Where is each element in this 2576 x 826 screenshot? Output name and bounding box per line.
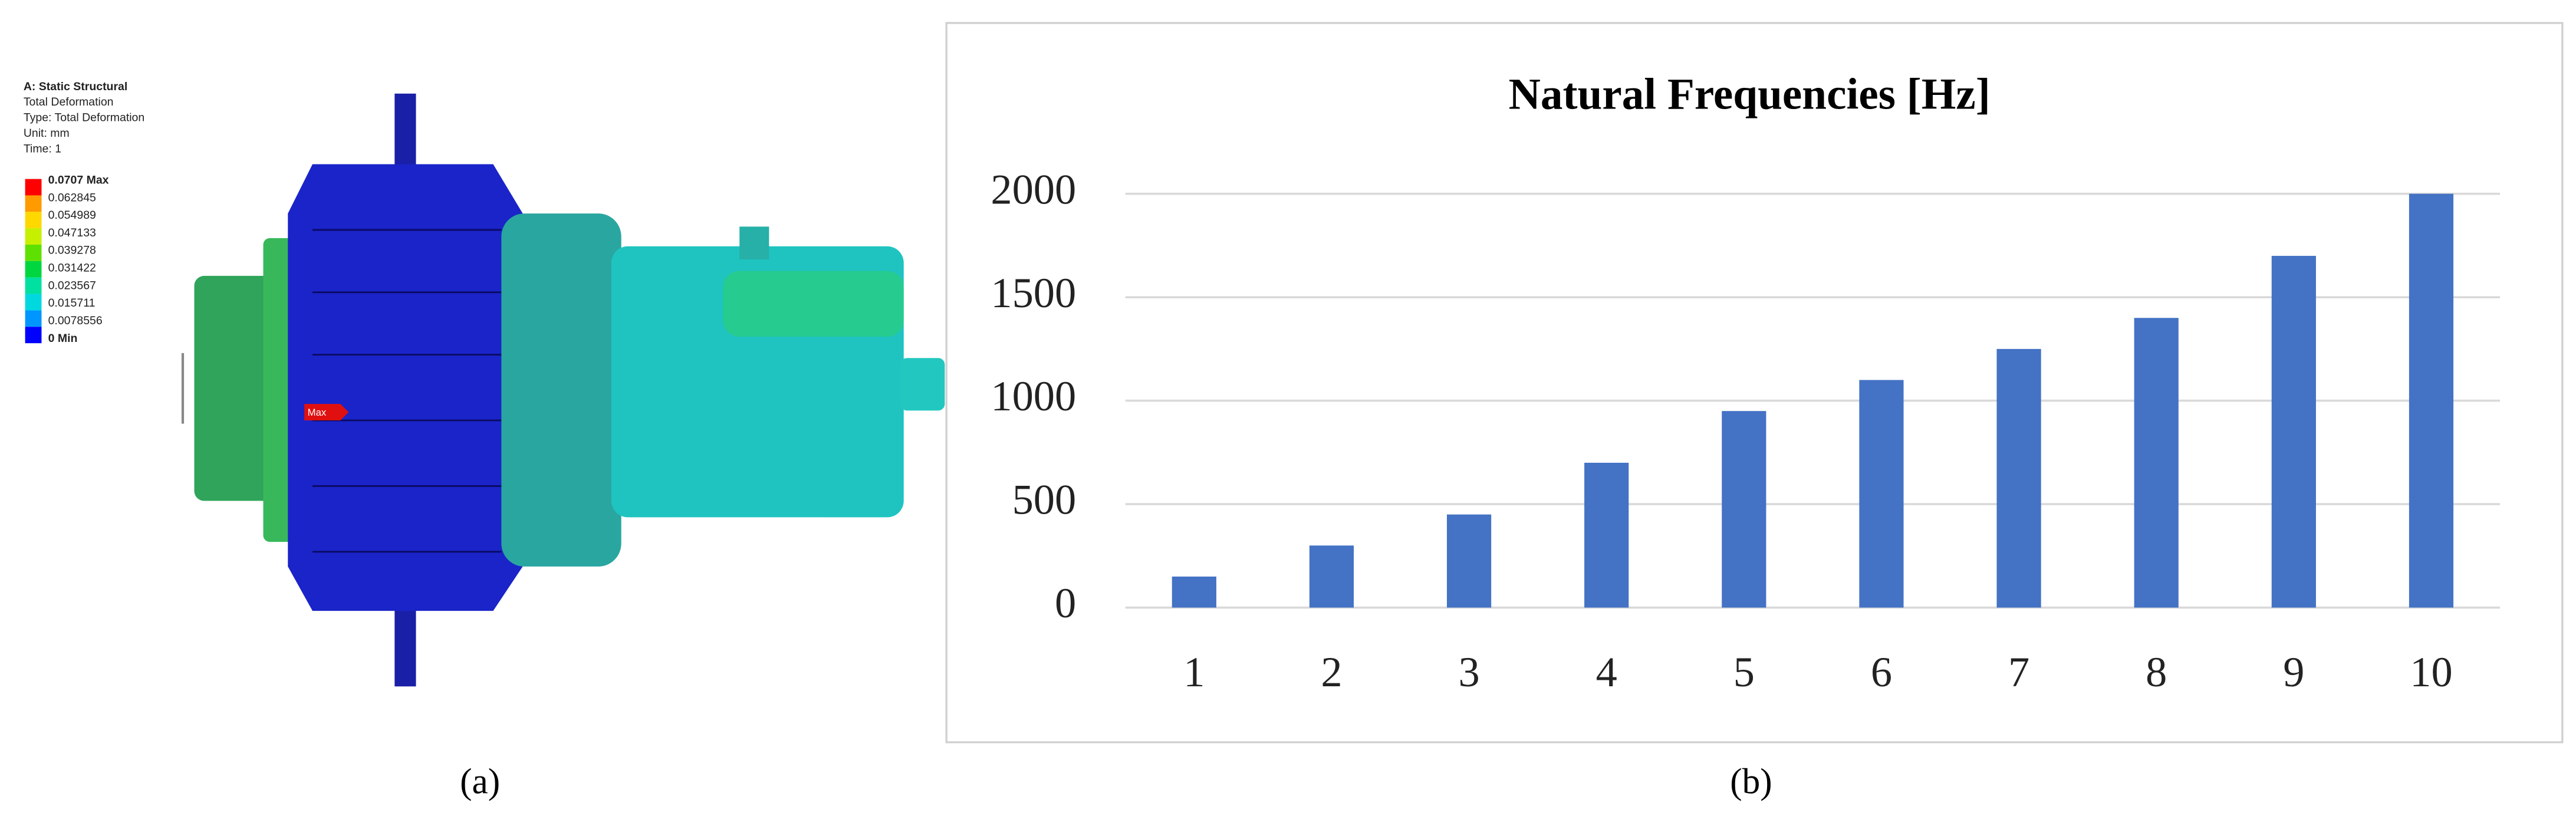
bar [1309,545,1354,608]
y-tick-label: 1000 [991,372,1076,420]
probe-tag [304,404,349,421]
y-tick-label: 2000 [991,165,1076,213]
caption-b: (b) [1730,761,1772,801]
bar [1859,380,1904,608]
x-tick-label: 2 [1321,648,1342,696]
legend-value: 0.0707 Max [48,174,109,187]
x-tick-label: 3 [1458,648,1479,696]
bar [2409,193,2454,608]
result-header: Type: Total Deformation [24,111,144,124]
result-header: Total Deformation [24,96,114,108]
caption-a: (a) [460,761,500,801]
legend-value: 0.039278 [48,244,96,257]
legend-value: 0.054989 [48,209,96,222]
y-tick-label: 0 [1055,579,1076,627]
x-tick-label: 9 [2283,648,2304,696]
bar [2271,255,2316,608]
y-tick-label: 500 [1012,476,1077,524]
result-header: Time: 1 [24,143,61,156]
chart-frame [945,22,2564,743]
result-header: Unit: mm [24,127,70,140]
chart-title: Natural Frequencies [Hz] [1509,70,1991,119]
bar [1584,462,1629,608]
x-tick-label: 7 [2008,648,2029,696]
x-tick-label: 5 [1733,648,1755,696]
bar [1446,514,1492,608]
y-tick-label: 1500 [991,269,1076,317]
legend-value: 0.0078556 [48,314,103,327]
x-tick-label: 8 [2146,648,2167,696]
legend-value: 0.031422 [48,262,96,275]
x-tick-label: 10 [2410,648,2452,696]
probe-label: Max [308,407,327,418]
x-tick-label: 4 [1596,648,1617,696]
legend-value: 0.062845 [48,191,96,204]
legend-value: 0.047133 [48,226,96,239]
legend-value: 0.023567 [48,279,96,292]
fea-model: Max [181,93,945,687]
legend-swatches [25,179,42,344]
bar [1722,411,1766,608]
bar [1172,576,1216,608]
x-tick-label: 6 [1871,648,1892,696]
legend-value: 0.015711 [48,297,96,310]
x-tick-label: 1 [1183,648,1205,696]
bar [1996,348,2041,608]
legend-value: 0 Min [48,332,78,345]
bar [2134,318,2179,608]
result-header: A: Static Structural [24,80,127,93]
